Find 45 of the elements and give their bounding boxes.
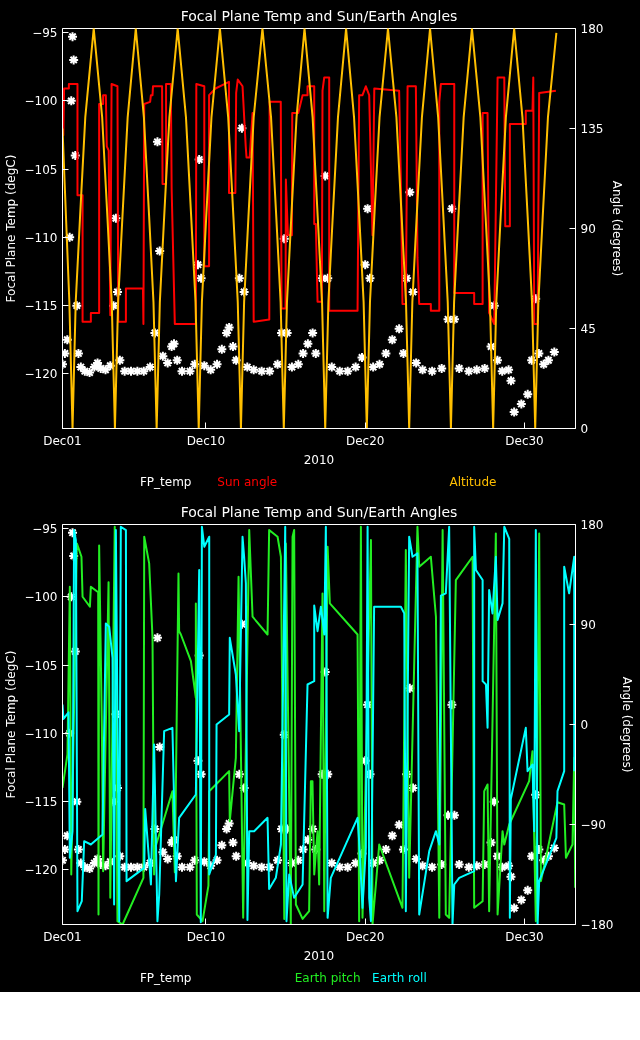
y-tick-label: −95	[32, 522, 58, 537]
y-tick-label: −110	[24, 230, 58, 245]
y2-tick-label: 180	[580, 518, 604, 532]
x-tick-label: Dec01	[43, 433, 82, 448]
x-tick-label: Dec10	[186, 433, 226, 448]
x-tick-label: Dec01	[43, 929, 82, 944]
x-tick-label: Dec30	[505, 929, 544, 944]
y2-tick-label: 0	[580, 422, 589, 436]
text: Sun angle	[217, 474, 278, 489]
y-axis-title: Focal Plane Temp (degC)	[3, 154, 18, 303]
text: Altitude	[449, 474, 497, 489]
x-axis-title: 2010	[303, 452, 335, 467]
y2-tick-label: 45	[580, 322, 596, 336]
y-tick-label: −95	[32, 26, 58, 41]
line-series	[62, 76, 557, 326]
x-tick-label: Dec30	[505, 433, 544, 448]
x-tick-label: Dec10	[186, 929, 226, 944]
y2-tick-label: 90	[580, 618, 596, 632]
x-axis-title: 2010	[303, 948, 335, 963]
y2-tick-label: 0	[580, 718, 589, 732]
y-axis-title: Focal Plane Temp (degC)	[3, 650, 18, 799]
y-tick-label: −115	[24, 795, 58, 810]
y2-axis-title: Angle (degrees)	[610, 180, 625, 277]
y2-axis-title: Angle (degrees)	[620, 676, 635, 773]
text: FP_temp	[139, 474, 192, 489]
y2-tick-label: 180	[580, 22, 604, 36]
y-tick-label: −120	[24, 367, 58, 382]
y-tick-label: −105	[24, 162, 58, 177]
y-tick-label: −100	[24, 590, 58, 605]
chart-title: Focal Plane Temp and Sun/Earth Angles	[180, 7, 458, 24]
y-tick-label: −120	[24, 863, 58, 878]
y-tick-label: −115	[24, 299, 58, 314]
y2-tick-label: −90	[580, 818, 606, 832]
x-tick-label: Dec20	[345, 929, 385, 944]
y2-tick-label: 135	[580, 122, 604, 136]
text: FP_temp	[139, 970, 192, 985]
y-tick-label: −100	[24, 94, 58, 109]
y-tick-label: −105	[24, 658, 58, 673]
x-tick-label: Dec20	[345, 433, 385, 448]
y2-tick-label: 90	[580, 222, 596, 236]
text: Earth roll	[372, 970, 427, 985]
chart-title: Focal Plane Temp and Sun/Earth Angles	[180, 503, 458, 520]
y2-tick-label: −180	[580, 918, 614, 932]
text: Earth pitch	[294, 970, 361, 985]
y-tick-label: −110	[24, 726, 58, 741]
